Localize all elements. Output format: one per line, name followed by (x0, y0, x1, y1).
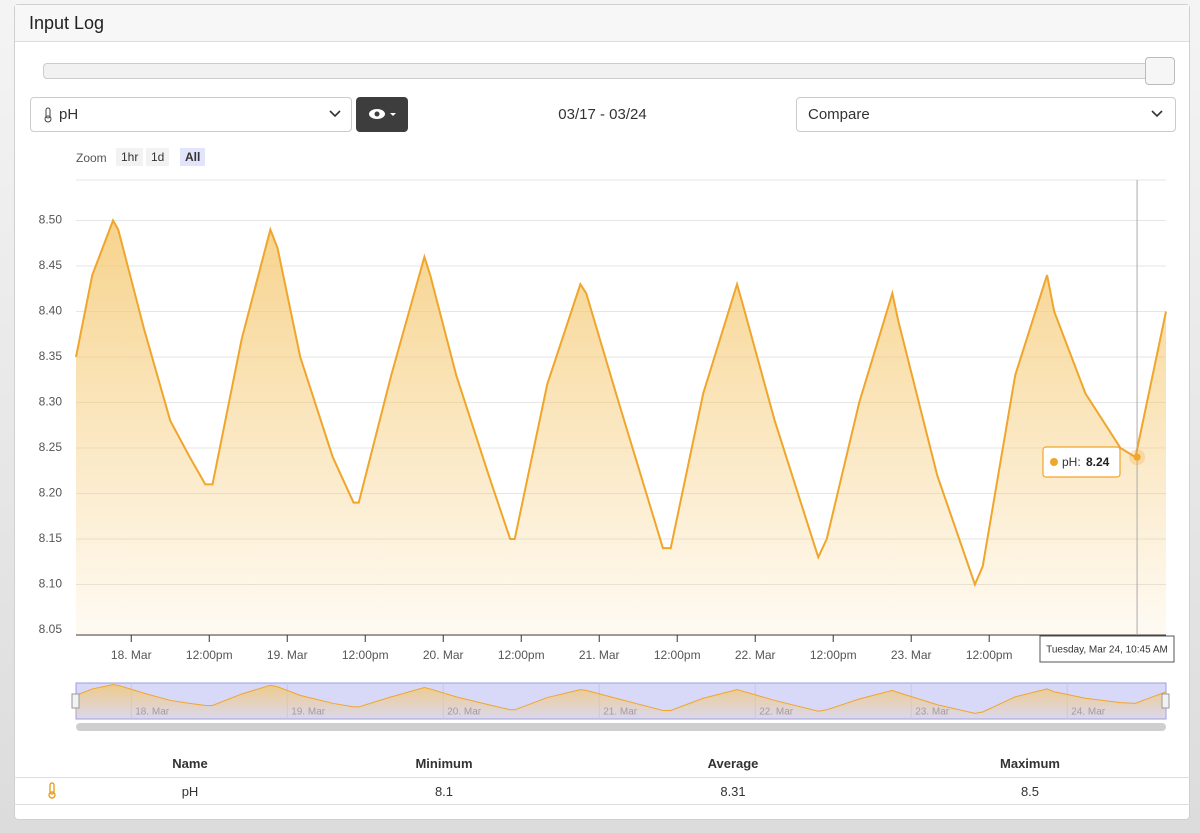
date-range: 03/17 - 03/24 (558, 106, 647, 123)
y-tick-label: 8.45 (39, 258, 63, 272)
y-tick-label: 8.40 (39, 304, 63, 318)
table-header: Name (172, 756, 208, 771)
x-tick-label: 12:00pm (498, 648, 545, 662)
slider-handle[interactable] (1145, 57, 1175, 85)
table-cell: 8.5 (1020, 784, 1040, 799)
y-tick-label: 8.25 (39, 440, 63, 454)
thermometer-icon (44, 107, 52, 123)
y-tick-label: 8.15 (39, 531, 63, 545)
time-label: Tuesday, Mar 24, 10:45 AM (1046, 645, 1168, 656)
zoom-button[interactable]: 1d (146, 148, 170, 166)
visibility-button[interactable] (356, 97, 408, 132)
time-label-box (1039, 635, 1175, 663)
line (75, 218, 1167, 588)
x-tick-label: 12:00pm (966, 648, 1013, 662)
chart: 8.05 8.10 8.15 8.20 8.25 8.30 8.35 8.40 8.45 8.50… (39, 179, 1175, 731)
table-header: Maximum (1000, 756, 1060, 771)
tooltip-box (1042, 446, 1121, 478)
table-divider (14, 804, 1190, 805)
compare-select[interactable]: Compare (796, 97, 1176, 132)
tooltip-value: 8.24 (1086, 455, 1110, 469)
x-tick-label: 23. Mar (891, 648, 932, 662)
eye-icon (369, 109, 396, 119)
area-navigator (76, 684, 1166, 719)
select-value: pH (59, 106, 79, 123)
hover-point (1133, 453, 1141, 461)
thermometer-icon (48, 782, 56, 799)
x-tick-label: 12:00pm (810, 648, 857, 662)
y-tick-label: 8.20 (39, 486, 63, 500)
x-tick-label: 20. Mar (423, 648, 464, 662)
tooltip-dot (1050, 458, 1058, 466)
input-select[interactable]: pH (30, 97, 352, 132)
table-header: Average (707, 756, 759, 771)
x-tick-label: 12:00pm (654, 648, 701, 662)
navigator-handle (71, 693, 80, 709)
x-tick-label: 12:00pm (342, 648, 389, 662)
table-cell: 8.1 (434, 784, 454, 799)
table-cell: 8.31 (720, 784, 746, 799)
table-divider (14, 777, 1190, 778)
x-tick-label: 19. Mar (267, 648, 308, 662)
title: Input Log (29, 13, 105, 33)
x-tick-label: 21. Mar (579, 648, 620, 662)
navigator-handle (1161, 693, 1170, 709)
scrollbar (76, 723, 1166, 731)
x-tick-label: 18. Mar (111, 648, 152, 662)
zoom-button[interactable]: 1hr (116, 148, 144, 166)
zoom-label: Zoom (76, 151, 107, 165)
header: Input Log (15, 5, 1189, 42)
y-tick-label: 8.35 (39, 349, 63, 363)
table-header: Minimum (415, 756, 473, 771)
chevron (1151, 110, 1163, 118)
y-tick-label: 8.30 (39, 395, 63, 409)
compare-label: Compare (808, 106, 870, 123)
y-tick-label: 8.05 (39, 622, 63, 636)
line-navigator (75, 684, 1167, 714)
chevron (329, 110, 341, 118)
x-tick-label: 12:00pm (186, 648, 233, 662)
y-tick-label: 8.50 (39, 213, 63, 227)
zoom-button[interactable]: All (180, 148, 206, 166)
x-tick-label: 22. Mar (735, 648, 776, 662)
table-cell: pH (181, 784, 199, 799)
area (76, 220, 1166, 635)
y-tick-label: 8.10 (39, 577, 63, 591)
tooltip-label: pH: (1062, 455, 1081, 469)
